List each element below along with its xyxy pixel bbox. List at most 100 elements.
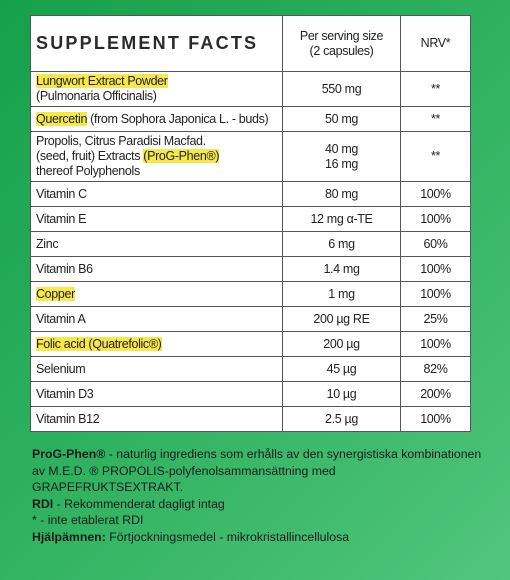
footnote: ProG-Phen® - naturlig ingrediens som erh… [32, 446, 482, 496]
amount: 1.4 mg [282, 256, 401, 282]
name-text: (Pulmonaria Officinalis) [36, 89, 157, 103]
footnote-text: - Rekommenderat dagligt intag [53, 496, 225, 511]
nutrient-row: Vitamin E 12 mg α-TE 100% [30, 206, 471, 232]
amount-header-line: (2 capsules) [309, 43, 374, 58]
name-text: Vitamin C [36, 186, 87, 201]
nutrient-name: Copper [30, 281, 283, 307]
nrv-value: 25% [400, 306, 471, 332]
amount-value: 1.4 mg [323, 261, 360, 276]
name-text: Propolis, Citrus Paradisi Macfad. [36, 134, 206, 148]
nrv-value: 100% [400, 406, 471, 432]
nutrient-row: Propolis, Citrus Paradisi Macfad. (seed, … [30, 131, 471, 182]
amount: 1 mg [282, 281, 401, 307]
amount-value: 550 mg [321, 81, 362, 96]
nutrient-name: Lungwort Extract Powder (Pulmonaria Offic… [30, 71, 283, 107]
nrv-value: 100% [400, 281, 471, 307]
amount-value: 50 mg [325, 111, 358, 126]
footnote-term: ProG-Phen® [32, 447, 106, 461]
nutrient-row: Vitamin A 200 µg RE 25% [30, 306, 471, 332]
name-text: (from Sophora Japonica L. - buds) [87, 111, 269, 126]
amount: 10 µg [282, 381, 401, 407]
amount-header-line: Per serving size [299, 28, 384, 43]
nutrient-name: Folic acid (Quatrefolic®) [30, 331, 283, 357]
nutrient-row: Folic acid (Quatrefolic®) 200 µg 100% [30, 331, 471, 357]
amount-header: Per serving size (2 capsules) [282, 15, 401, 72]
amount-value: 80 mg [325, 186, 358, 201]
header-row: SUPPLEMENT FACTS Per serving size (2 capsu… [30, 15, 471, 72]
nutrient-row: Vitamin C 80 mg 100% [30, 181, 471, 207]
amount-value: 6 mg [328, 236, 355, 251]
amount: 45 µg [282, 356, 401, 382]
nutrient-name: Vitamin B12 [30, 406, 283, 432]
nrv-value: 100% [400, 331, 471, 357]
footnote-term: RDI [32, 496, 54, 511]
name-text: (seed, fruit) Extracts [36, 149, 144, 163]
nrv-value: ** [400, 106, 471, 132]
nutrient-name: Vitamin B6 [30, 256, 283, 282]
supplement-table: SUPPLEMENT FACTS Per serving size (2 capsu… [30, 15, 471, 432]
amount: 80 mg [282, 181, 401, 207]
amount: 50 mg [282, 106, 401, 132]
nutrient-name: Quercetin (from Sophora Japonica L. - bu… [30, 106, 283, 132]
nutrient-row: Zinc 6 mg 60% [30, 231, 471, 257]
name-text: Zinc [36, 236, 59, 251]
nutrient-row: Selenium 45 µg 82% [30, 356, 471, 382]
amount-value: 1 mg [328, 286, 355, 301]
footnote: RDI - Rekommenderat dagligt intag [32, 496, 482, 513]
name-text: Vitamin B12 [36, 411, 100, 426]
nutrient-row: Vitamin B12 2.5 µg 100% [30, 406, 471, 432]
footnote-text: - naturlig ingrediens som erhålls av den… [32, 447, 482, 494]
nrv-value: 100% [400, 206, 471, 232]
table-title: SUPPLEMENT FACTS [30, 15, 283, 72]
footnote: Hjälpämnen: Förtjockningsmedel - mikrokr… [32, 529, 482, 546]
highlighted-text: Folic acid (Quatrefolic®) [36, 336, 162, 351]
name-text: Vitamin E [36, 211, 87, 226]
nutrient-row: Vitamin B6 1.4 mg 100% [30, 256, 471, 282]
footnote: * - inte etablerat RDI [32, 512, 482, 529]
highlighted-text: Quercetin [36, 111, 88, 126]
nutrient-row: Copper 1 mg 100% [30, 281, 471, 307]
nutrient-row: Lungwort Extract Powder (Pulmonaria Offic… [30, 71, 471, 107]
nutrient-name: Vitamin E [30, 206, 283, 232]
amount: 200 µg RE [282, 306, 401, 332]
nrv-value: 200% [400, 381, 471, 407]
nrv-value: ** [400, 71, 471, 107]
name-text: Vitamin D3 [36, 386, 94, 401]
amount: 550 mg [282, 71, 401, 107]
amount-value: 2.5 µg [325, 411, 358, 426]
footnote-term: Hjälpämnen: [32, 529, 106, 544]
footnote-text: Förtjockningsmedel - mikrokristallincell… [105, 529, 350, 544]
nutrient-name: Vitamin C [30, 181, 283, 207]
name-text: Vitamin B6 [36, 261, 93, 276]
amount: 6 mg [282, 231, 401, 257]
nrv-value: 60% [400, 231, 471, 257]
amount: 2.5 µg [282, 406, 401, 432]
nutrient-name: Vitamin D3 [30, 381, 283, 407]
nrv-header: NRV* [400, 15, 471, 72]
amount-value: 45 µg [326, 361, 357, 376]
amount-value: 200 µg [323, 336, 360, 351]
highlighted-text: Copper [36, 286, 75, 301]
nutrient-name: Propolis, Citrus Paradisi Macfad. (seed, … [30, 131, 283, 182]
name-text: Vitamin A [36, 311, 86, 326]
nutrient-name: Zinc [30, 231, 283, 257]
amount-value: 16 mg [325, 156, 358, 171]
amount-value: 10 µg [326, 386, 357, 401]
amount: 12 mg α-TE [282, 206, 401, 232]
name-text: thereof Polyphenols [36, 164, 140, 178]
nutrient-name: Selenium [30, 356, 283, 382]
amount-value: 40 mg [325, 141, 358, 156]
amount: 200 µg [282, 331, 401, 357]
highlighted-text: (ProG-Phen®) [143, 149, 220, 163]
amount-value: 200 µg RE [313, 311, 370, 326]
footnotes: ProG-Phen® - naturlig ingrediens som erh… [32, 446, 482, 545]
nrv-value: 100% [400, 181, 471, 207]
amount-value: 12 mg α-TE [310, 211, 373, 226]
highlighted-text: Lungwort Extract Powder [36, 74, 168, 88]
nrv-value: 82% [400, 356, 471, 382]
nutrient-row: Vitamin D3 10 µg 200% [30, 381, 471, 407]
nrv-value: ** [400, 131, 471, 182]
amount: 40 mg 16 mg [282, 131, 401, 182]
nutrient-row: Quercetin (from Sophora Japonica L. - bu… [30, 106, 471, 132]
